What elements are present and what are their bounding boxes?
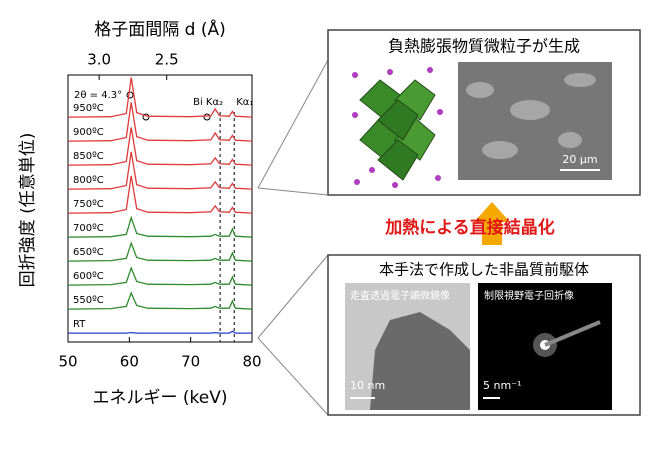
series-label: 900ºC bbox=[73, 127, 104, 138]
scale-label: 5 nm⁻¹ bbox=[483, 379, 521, 392]
series-label: 750ºC bbox=[73, 199, 104, 210]
beam-stop bbox=[544, 320, 601, 347]
image-label: 走査透過電子顕微鏡像 bbox=[350, 289, 450, 302]
peak-markers bbox=[126, 91, 211, 121]
connector bbox=[257, 337, 329, 416]
arrow-text: 加熱による直接結晶化 bbox=[384, 217, 555, 238]
sem-texture bbox=[466, 73, 596, 159]
y-axis-label: 回折強度 (任意単位) bbox=[18, 133, 38, 288]
plot-frame bbox=[67, 74, 253, 343]
connector bbox=[257, 187, 329, 196]
series-label: RT bbox=[73, 319, 86, 330]
top-axis-label: 格子面間隔 d (Å) bbox=[94, 18, 226, 40]
crystal-image bbox=[352, 67, 443, 188]
series-label: 650ºC bbox=[73, 247, 104, 258]
spectrum bbox=[67, 215, 253, 238]
panel-title: 本手法で作成した非晶質前駆体 bbox=[379, 261, 589, 279]
top-tick-label: 2.5 bbox=[155, 51, 179, 69]
spectrum bbox=[67, 241, 253, 262]
series-label: 550ºC bbox=[73, 295, 104, 306]
panel-title: 負熱膨張物質微粒子が生成 bbox=[388, 37, 580, 56]
arrow bbox=[474, 202, 510, 245]
x-tick-label: 50 bbox=[58, 353, 77, 371]
annotation: 2θ = 4.3° bbox=[74, 90, 122, 101]
stem-particle bbox=[370, 312, 470, 410]
series-label: 800ºC bbox=[73, 175, 104, 186]
connector bbox=[257, 254, 329, 339]
series-label: 850ºC bbox=[73, 151, 104, 162]
spectrum bbox=[67, 102, 253, 142]
peak-label: Kα₁ bbox=[236, 97, 253, 108]
spectrum bbox=[67, 151, 253, 190]
x-tick-label: 60 bbox=[120, 353, 139, 371]
x-tick-label: 80 bbox=[242, 353, 261, 371]
scale-label: 20 μm bbox=[562, 153, 597, 166]
spectrum bbox=[68, 330, 252, 334]
peak-label: Bi Kα₂ bbox=[193, 97, 223, 108]
x-axis-label: エネルギー (keV) bbox=[93, 388, 228, 408]
series-label: 700ºC bbox=[73, 223, 104, 234]
spectrum bbox=[67, 77, 253, 118]
scale-label: 10 nm bbox=[350, 379, 385, 392]
spectrum bbox=[67, 266, 253, 286]
spectrum bbox=[67, 127, 253, 166]
series-label: 600ºC bbox=[73, 271, 104, 282]
x-tick-label: 70 bbox=[181, 353, 200, 371]
top-tick-label: 3.0 bbox=[87, 51, 111, 69]
series-label: 950ºC bbox=[73, 103, 104, 114]
spectrum bbox=[67, 175, 253, 214]
connector bbox=[257, 30, 329, 189]
image-label: 制限視野電子回折像 bbox=[484, 289, 574, 302]
spectrum bbox=[67, 291, 253, 310]
